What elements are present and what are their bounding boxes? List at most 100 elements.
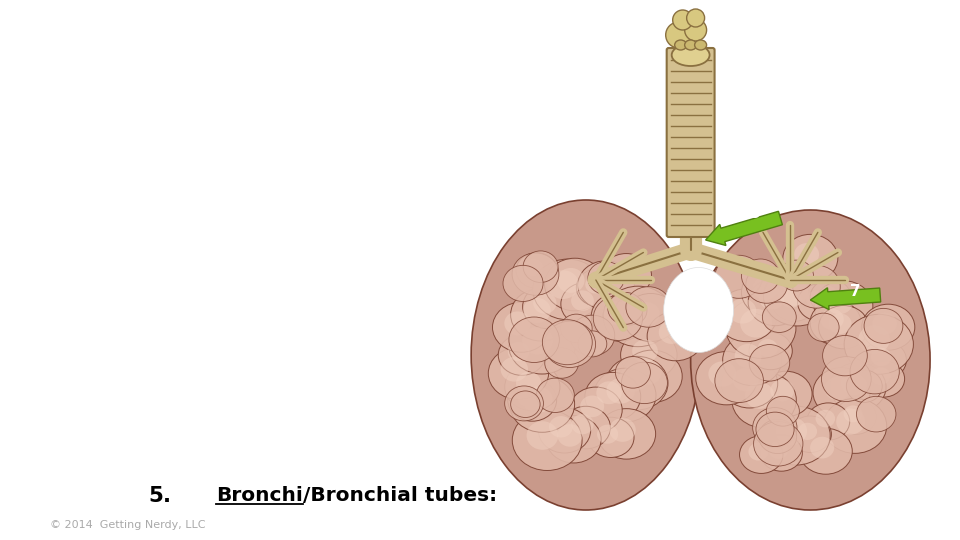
Ellipse shape [523,251,558,282]
Ellipse shape [793,265,840,308]
Ellipse shape [635,302,660,325]
Ellipse shape [585,373,640,421]
Ellipse shape [509,316,575,374]
Ellipse shape [603,301,629,325]
Ellipse shape [533,293,557,314]
Ellipse shape [739,436,783,474]
Ellipse shape [608,292,643,325]
Ellipse shape [863,361,904,397]
Ellipse shape [864,308,902,343]
Ellipse shape [620,330,677,380]
Ellipse shape [789,416,831,453]
Ellipse shape [734,344,761,368]
Ellipse shape [511,391,540,417]
Ellipse shape [753,408,797,448]
Ellipse shape [489,347,548,400]
Ellipse shape [740,309,772,338]
Ellipse shape [500,357,528,382]
Ellipse shape [516,253,557,288]
Ellipse shape [516,372,541,394]
Text: 7: 7 [850,285,860,300]
Ellipse shape [663,267,733,353]
Ellipse shape [807,313,839,341]
Ellipse shape [561,314,592,342]
Ellipse shape [503,265,543,301]
Circle shape [673,10,692,30]
Ellipse shape [715,255,762,298]
Ellipse shape [544,258,606,311]
Ellipse shape [588,262,624,294]
Ellipse shape [597,409,656,459]
Ellipse shape [741,268,797,316]
Ellipse shape [778,278,808,306]
Ellipse shape [675,40,686,50]
Ellipse shape [597,424,618,444]
Ellipse shape [626,287,671,327]
Ellipse shape [684,40,697,50]
Ellipse shape [511,288,571,341]
Ellipse shape [505,386,543,421]
Ellipse shape [858,326,890,354]
Ellipse shape [647,312,704,361]
Ellipse shape [759,371,812,417]
Ellipse shape [596,381,622,404]
Ellipse shape [537,378,574,413]
Ellipse shape [544,321,595,368]
Ellipse shape [607,378,635,404]
Ellipse shape [498,335,545,375]
Ellipse shape [759,287,784,309]
Ellipse shape [749,345,790,381]
Ellipse shape [571,291,594,311]
Ellipse shape [780,289,802,308]
Ellipse shape [533,259,603,320]
Ellipse shape [517,387,540,407]
Ellipse shape [780,260,813,291]
Ellipse shape [762,302,796,333]
Circle shape [665,22,691,48]
Ellipse shape [588,417,634,457]
Ellipse shape [522,327,553,354]
Ellipse shape [760,435,803,471]
Ellipse shape [549,416,573,437]
Ellipse shape [586,275,605,293]
Ellipse shape [509,317,560,362]
Circle shape [684,19,707,41]
Ellipse shape [835,399,876,434]
Ellipse shape [810,301,861,345]
Ellipse shape [508,342,529,361]
Ellipse shape [800,428,852,474]
Ellipse shape [594,368,656,422]
Ellipse shape [615,296,647,325]
Ellipse shape [558,424,583,447]
Ellipse shape [769,442,788,459]
Ellipse shape [593,296,642,340]
Ellipse shape [763,267,831,326]
Ellipse shape [708,361,736,387]
Ellipse shape [612,261,635,282]
Ellipse shape [580,395,604,417]
Text: 5.: 5. [149,486,172,506]
Ellipse shape [757,339,778,357]
Ellipse shape [542,320,592,365]
Ellipse shape [569,315,614,356]
Ellipse shape [766,396,800,426]
Ellipse shape [690,210,930,510]
Ellipse shape [732,368,758,392]
Ellipse shape [546,415,601,463]
Ellipse shape [569,387,622,433]
Ellipse shape [776,417,807,445]
Ellipse shape [589,270,615,293]
Ellipse shape [512,253,559,295]
Ellipse shape [621,362,667,403]
Ellipse shape [601,254,652,297]
Ellipse shape [758,419,797,454]
Ellipse shape [634,360,661,384]
Ellipse shape [523,298,551,323]
Ellipse shape [756,412,794,447]
Ellipse shape [615,356,651,388]
Ellipse shape [544,348,579,378]
Ellipse shape [810,279,851,315]
Ellipse shape [847,370,882,402]
Ellipse shape [806,291,826,308]
Ellipse shape [819,306,869,349]
